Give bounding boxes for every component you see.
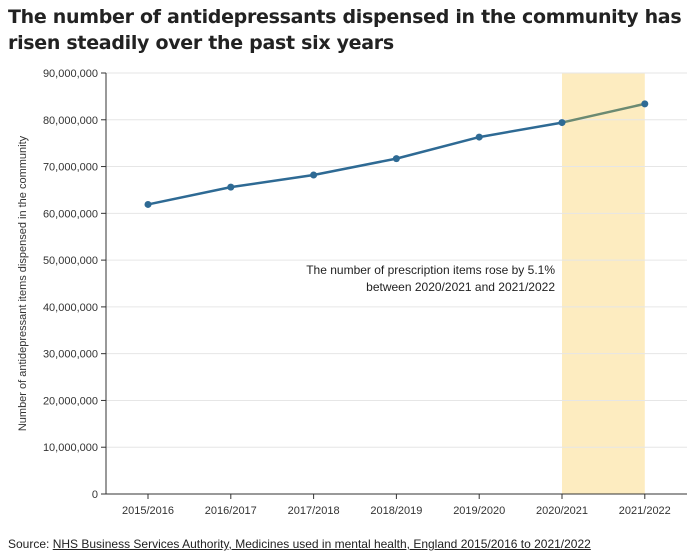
series-line-segment (229, 173, 315, 189)
y-axis-label: Number of antidepressant items dispensed… (17, 135, 29, 431)
y-tick-label: 50,000,000 (43, 255, 98, 267)
series-line-segment (477, 121, 564, 139)
source-note: Source: NHS Business Services Authority,… (8, 537, 591, 551)
y-tick-label: 30,000,000 (43, 349, 98, 361)
x-tick-label: 2016/2017 (205, 505, 257, 517)
x-tick-label: 2018/2019 (370, 505, 422, 517)
series-line-segment (312, 157, 398, 177)
data-point[interactable] (310, 171, 318, 179)
source-prefix: Source: (8, 537, 53, 551)
y-tick-label: 10,000,000 (43, 442, 98, 454)
x-tick-label: 2021/2022 (619, 505, 671, 517)
y-tick-label: 70,000,000 (43, 162, 98, 174)
data-point[interactable] (227, 183, 235, 191)
data-point[interactable] (392, 155, 400, 163)
y-tick-label: 20,000,000 (43, 395, 98, 407)
series-line-segment (146, 185, 233, 206)
highlight-band (562, 73, 645, 494)
annotation-line-2: between 2020/2021 and 2021/2022 (366, 280, 555, 294)
x-tick-label: 2020/2021 (536, 505, 588, 517)
y-tick-label: 90,000,000 (43, 68, 98, 80)
data-point[interactable] (558, 119, 566, 127)
source-link[interactable]: NHS Business Services Authority, Medicin… (52, 537, 591, 551)
series-line-segment (560, 102, 647, 124)
x-tick-label: 2017/2018 (288, 505, 340, 517)
data-point[interactable] (641, 100, 649, 108)
x-tick-label: 2015/2016 (122, 505, 174, 517)
annotation-line-1: The number of prescription items rose by… (306, 263, 555, 277)
chart-title: The number of antidepressants dispensed … (8, 6, 682, 54)
y-tick-label: 60,000,000 (43, 208, 98, 220)
y-tick-label: 40,000,000 (43, 302, 98, 314)
y-tick-label: 0 (92, 489, 98, 501)
series-line-segment (395, 135, 481, 160)
data-point[interactable] (144, 200, 152, 208)
data-point[interactable] (475, 133, 483, 141)
x-tick-label: 2019/2020 (453, 505, 505, 517)
y-tick-label: 80,000,000 (43, 115, 98, 127)
